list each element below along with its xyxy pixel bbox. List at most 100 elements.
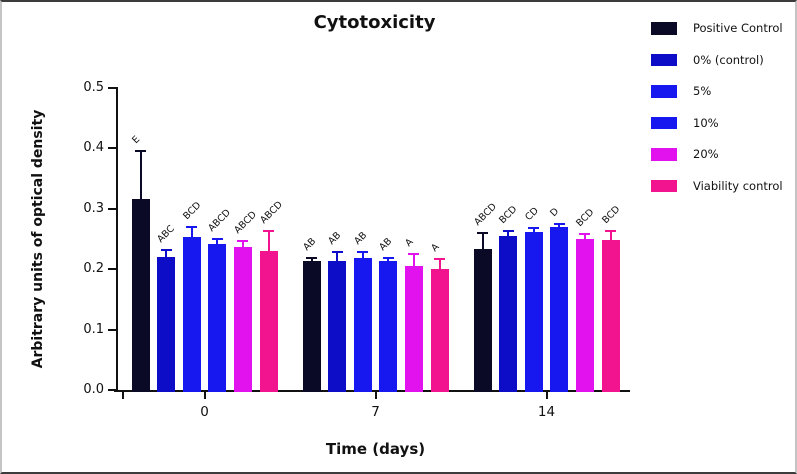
error-bar-cap [263,230,274,233]
y-axis-tick-label: 0.2 [83,261,104,277]
legend-item: Positive Control [651,21,783,36]
bar [379,261,398,392]
error-bar [387,257,390,262]
error-bar-cap [434,257,445,260]
y-axis-tick [108,328,116,331]
bar [208,244,227,392]
sig-label: E [129,134,142,147]
error-bar-cap [382,256,394,259]
x-axis-tick-label: 0 [200,404,209,420]
bar [473,248,492,392]
error-bar [241,241,244,247]
bar [601,239,620,392]
error-bar [361,251,364,259]
bar [328,260,347,392]
sig-label: ABCD [232,209,259,237]
sig-label: ABCD [471,201,499,228]
y-axis-tick-label: 0.4 [83,140,104,156]
error-bar [336,251,339,261]
y-axis-tick [108,389,116,391]
sig-label: ABC [155,223,177,245]
x-axis-tick [545,392,548,399]
bar [524,232,543,392]
bar [353,258,372,392]
error-bar [583,234,586,239]
error-bar-cap [579,233,591,236]
x-axis-line [114,390,630,392]
bar [157,257,176,392]
legend-item: 10% [651,116,783,130]
bar [182,236,201,392]
error-bar [558,223,561,227]
error-bar-cap [408,253,420,256]
sig-label: BCD [497,204,520,227]
bar [575,239,594,392]
legend-label: Positive Control [693,21,783,36]
error-bar [267,231,270,252]
error-bar-cap [211,238,223,240]
legend-swatch [651,53,677,66]
error-bar-cap [357,250,369,253]
legend-swatch [651,116,677,129]
error-bar [438,258,441,269]
error-bar-cap [135,150,146,153]
sig-label: AB [377,235,395,253]
y-axis-tick [108,268,116,271]
error-bar-cap [502,230,514,233]
legend-swatch [651,22,677,35]
x-axis-tick [203,392,206,399]
legend-swatch [651,148,677,161]
sig-label: BCD [180,199,204,222]
sig-label: ABCD [206,207,234,234]
error-bar [412,254,415,266]
bar [131,198,150,392]
y-axis-tick-label: 0.5 [83,80,104,95]
error-bar [216,239,219,245]
y-axis-tick-label: 0.1 [83,321,104,337]
legend-item: 5% [651,84,783,99]
sig-label: D [548,205,562,219]
bar [430,268,449,392]
sig-label: CD [522,204,541,223]
y-axis-tick-label: 0.0 [83,382,104,397]
error-bar [139,151,142,199]
x-axis-tick [374,392,377,399]
error-bar-cap [528,226,540,229]
error-bar [609,230,612,240]
chart-title: Cytotoxicity [313,12,436,33]
bar [550,226,569,392]
error-bar-cap [306,256,317,259]
legend-label: 5% [693,84,712,99]
error-bar-cap [186,225,198,228]
y-axis-tick [108,207,116,210]
bar [499,235,518,392]
error-bar [507,231,510,236]
y-axis-tick-label: 0.3 [83,200,104,216]
error-bar-cap [160,248,172,251]
bar [404,265,423,392]
error-bar [532,227,535,233]
legend-label: 0% (control) [693,52,764,67]
error-bar-cap [237,240,249,243]
bar [302,260,321,392]
error-bar-cap [553,222,565,225]
y-axis-tick [108,87,116,89]
legend-item: 0% (control) [651,52,783,67]
sig-label: A [403,236,416,250]
x-axis-label: Time (days) [325,440,426,458]
sig-label: BCD [599,203,622,226]
sig-label: AB [326,229,344,247]
legend-item: Viability control [651,179,783,193]
error-bar-cap [331,250,343,253]
x-axis-tick-label: 7 [371,404,380,420]
legend-label: 20% [693,147,719,162]
y-axis-tick [108,147,116,150]
x-axis-tick-label: 14 [537,404,556,420]
bar [259,251,278,392]
legend-swatch [651,179,677,192]
legend: Positive Control 0% (control) 5% 10% 20% Viab… [651,21,783,211]
x-axis-origin-tick [122,392,124,399]
error-bar [165,249,168,258]
